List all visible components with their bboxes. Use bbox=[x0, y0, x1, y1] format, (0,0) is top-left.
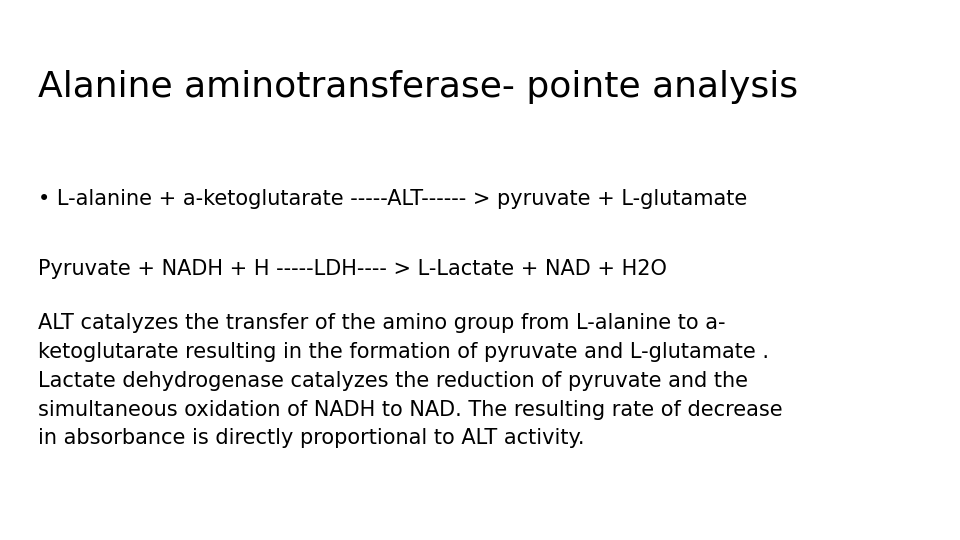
Text: ALT catalyzes the transfer of the amino group from L-alanine to a-
ketoglutarate: ALT catalyzes the transfer of the amino … bbox=[38, 313, 783, 448]
Text: Alanine aminotransferase- pointe analysis: Alanine aminotransferase- pointe analysi… bbox=[38, 70, 799, 104]
Text: • L-alanine + a-ketoglutarate -----ALT------ > pyruvate + L-glutamate: • L-alanine + a-ketoglutarate -----ALT--… bbox=[38, 189, 748, 209]
Text: Pyruvate + NADH + H -----LDH---- > L-Lactate + NAD + H2O: Pyruvate + NADH + H -----LDH---- > L-Lac… bbox=[38, 259, 667, 279]
